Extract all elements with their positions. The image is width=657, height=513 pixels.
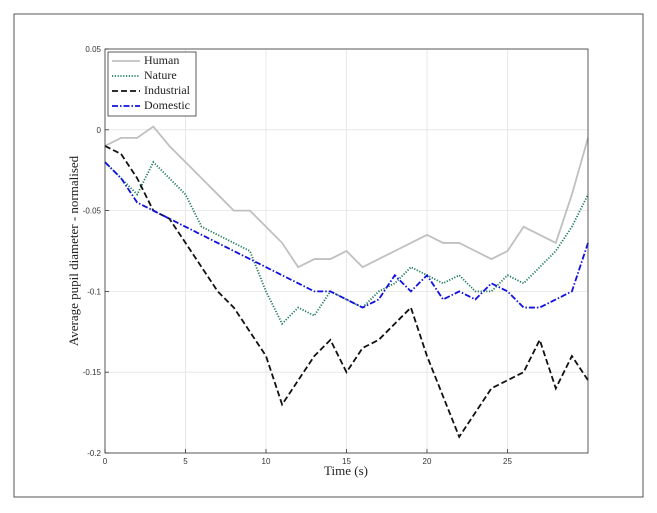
x-tick-label: 0	[103, 457, 108, 466]
x-tick-label: 10	[262, 457, 271, 466]
x-axis-label: Time (s)	[324, 463, 368, 478]
x-tick-label: 5	[183, 457, 188, 466]
legend-box	[107, 51, 197, 117]
y-tick-label: -0.05	[83, 207, 102, 216]
y-tick-label: -0.1	[87, 287, 101, 296]
y-tick-label: -0.15	[83, 368, 102, 377]
legend-label: Human	[144, 53, 179, 67]
y-tick-label: 0	[97, 126, 102, 135]
y-tick-label: 0.05	[85, 45, 101, 54]
x-tick-label: 20	[423, 457, 432, 466]
y-axis-label: Average pupil diameter - normalised	[66, 155, 81, 346]
series-line	[104, 161, 589, 309]
series-line	[104, 145, 589, 439]
y-tick-label: -0.2	[87, 449, 101, 458]
legend-label: Nature	[144, 68, 177, 82]
series-line	[104, 160, 589, 326]
legend-label: Industrial	[144, 83, 191, 97]
legend-label: Domestic	[144, 98, 190, 112]
series-line	[104, 125, 589, 269]
x-tick-label: 15	[342, 457, 351, 466]
x-tick-label: 25	[503, 457, 512, 466]
